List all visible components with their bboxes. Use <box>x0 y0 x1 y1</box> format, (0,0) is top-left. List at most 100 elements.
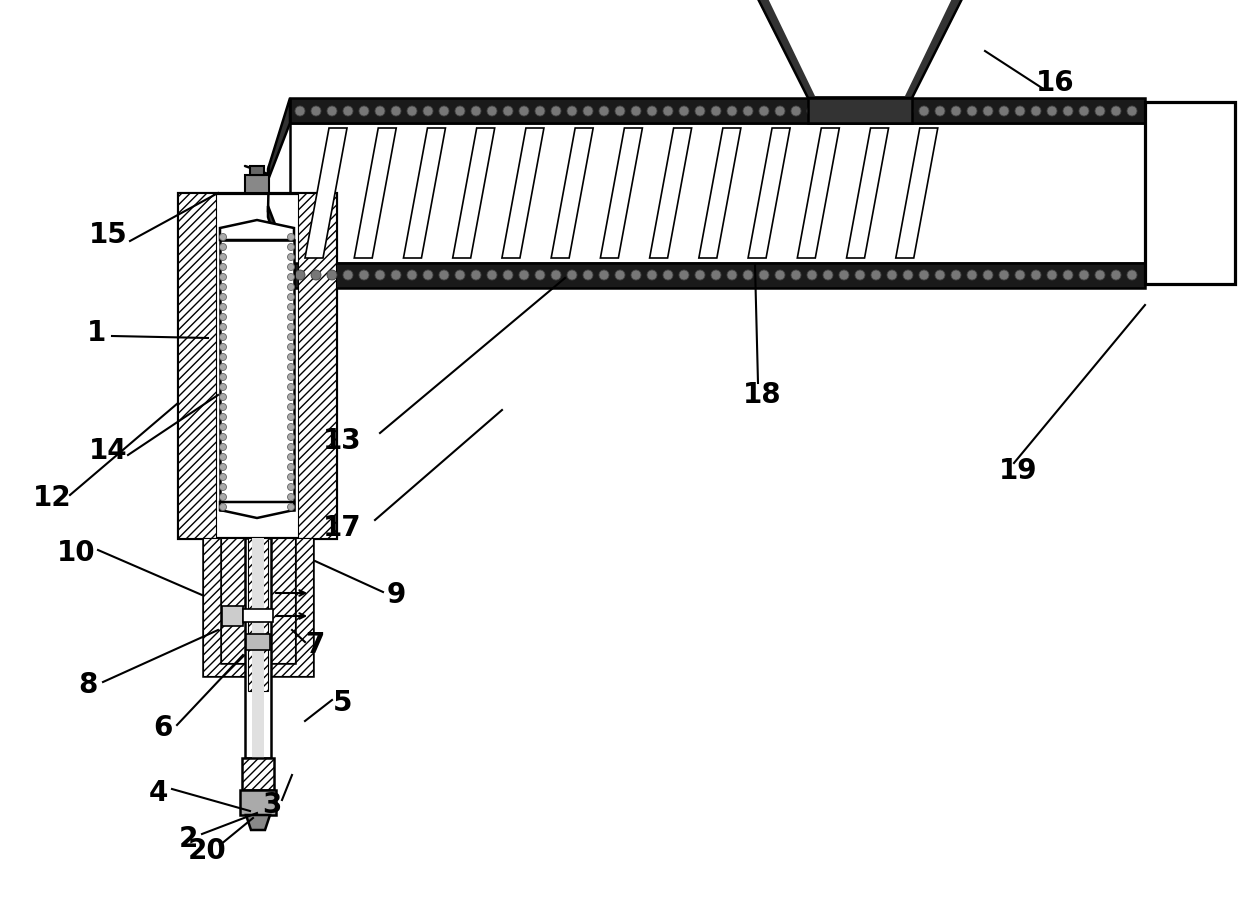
Text: 10: 10 <box>57 539 95 567</box>
Circle shape <box>680 270 689 280</box>
Bar <box>248 538 268 691</box>
Circle shape <box>219 414 227 421</box>
Circle shape <box>219 313 227 320</box>
Circle shape <box>615 270 625 280</box>
Bar <box>1145 102 1235 284</box>
Circle shape <box>374 270 384 280</box>
Bar <box>248 538 268 691</box>
Circle shape <box>1030 106 1042 116</box>
Circle shape <box>219 234 227 240</box>
Circle shape <box>288 414 295 421</box>
Circle shape <box>599 270 609 280</box>
Circle shape <box>743 270 753 280</box>
Circle shape <box>219 303 227 310</box>
Circle shape <box>219 424 227 431</box>
Circle shape <box>983 270 993 280</box>
Text: 16: 16 <box>1035 69 1074 97</box>
Bar <box>221 538 295 663</box>
Circle shape <box>219 434 227 440</box>
Circle shape <box>711 270 720 280</box>
Bar <box>252 538 264 758</box>
Circle shape <box>288 323 295 331</box>
Circle shape <box>520 106 529 116</box>
Circle shape <box>219 293 227 300</box>
Bar <box>242 758 274 790</box>
Circle shape <box>791 270 801 280</box>
Bar <box>250 166 264 175</box>
Circle shape <box>471 270 481 280</box>
Circle shape <box>983 106 993 116</box>
Polygon shape <box>600 128 642 258</box>
Circle shape <box>360 106 370 116</box>
Circle shape <box>288 284 295 290</box>
Circle shape <box>903 106 913 116</box>
Bar <box>179 193 336 538</box>
Circle shape <box>288 404 295 411</box>
Text: 4: 4 <box>149 779 167 807</box>
Circle shape <box>455 270 465 280</box>
Circle shape <box>583 270 593 280</box>
Circle shape <box>1111 106 1121 116</box>
Circle shape <box>711 106 720 116</box>
Polygon shape <box>355 128 397 258</box>
Circle shape <box>534 106 546 116</box>
Circle shape <box>743 106 753 116</box>
Circle shape <box>1063 270 1073 280</box>
Circle shape <box>759 106 769 116</box>
Circle shape <box>631 106 641 116</box>
Circle shape <box>343 106 353 116</box>
Text: 13: 13 <box>322 427 361 455</box>
Circle shape <box>775 270 785 280</box>
Circle shape <box>219 394 227 401</box>
Circle shape <box>423 106 433 116</box>
Circle shape <box>391 106 401 116</box>
Polygon shape <box>219 220 294 240</box>
Circle shape <box>791 106 801 116</box>
Text: 9: 9 <box>387 581 405 609</box>
Circle shape <box>288 274 295 280</box>
Circle shape <box>663 270 673 280</box>
Circle shape <box>1063 106 1073 116</box>
Bar <box>246 538 272 758</box>
Circle shape <box>967 270 977 280</box>
Polygon shape <box>750 0 970 98</box>
Text: 12: 12 <box>32 484 72 512</box>
Circle shape <box>1095 106 1105 116</box>
Circle shape <box>663 106 673 116</box>
Text: 14: 14 <box>89 437 128 465</box>
Text: 7: 7 <box>305 631 325 659</box>
Bar <box>241 790 277 815</box>
Circle shape <box>870 270 880 280</box>
Text: 6: 6 <box>154 714 172 742</box>
Circle shape <box>407 270 417 280</box>
Circle shape <box>503 106 513 116</box>
Circle shape <box>219 464 227 470</box>
Circle shape <box>1047 270 1056 280</box>
Circle shape <box>471 106 481 116</box>
Circle shape <box>219 363 227 371</box>
Circle shape <box>374 106 384 116</box>
Circle shape <box>727 270 737 280</box>
Circle shape <box>219 503 227 510</box>
Circle shape <box>583 106 593 116</box>
Circle shape <box>887 270 897 280</box>
Circle shape <box>807 106 817 116</box>
Circle shape <box>219 264 227 270</box>
Text: 5: 5 <box>334 689 352 717</box>
Circle shape <box>219 373 227 381</box>
Circle shape <box>219 353 227 361</box>
Polygon shape <box>268 206 290 288</box>
Circle shape <box>288 394 295 401</box>
Circle shape <box>219 484 227 490</box>
Circle shape <box>219 474 227 480</box>
Text: 20: 20 <box>187 837 227 865</box>
Circle shape <box>727 106 737 116</box>
Circle shape <box>391 270 401 280</box>
Polygon shape <box>763 0 959 96</box>
Bar <box>203 538 312 676</box>
Circle shape <box>520 270 529 280</box>
Circle shape <box>1127 270 1137 280</box>
Circle shape <box>1079 270 1089 280</box>
Circle shape <box>311 270 321 280</box>
Circle shape <box>903 270 913 280</box>
